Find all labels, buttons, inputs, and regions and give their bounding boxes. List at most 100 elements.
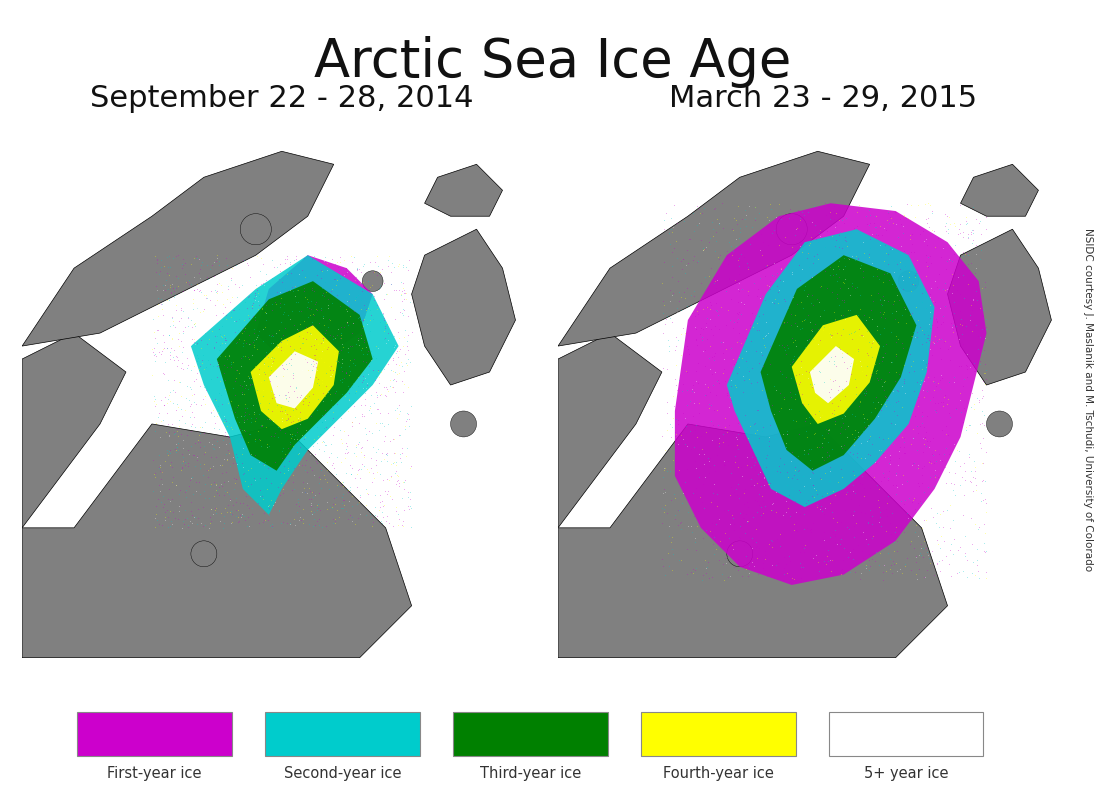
Point [813,450,831,463]
Point [902,330,919,342]
Point [188,373,206,386]
Point [215,301,233,314]
Point [669,306,686,319]
Point [744,321,761,334]
Point [714,558,732,570]
Point [349,334,367,346]
Point [759,298,777,311]
Point [956,546,974,559]
Point [779,302,797,314]
Point [882,450,899,463]
Point [233,380,251,393]
Point [895,210,913,222]
Point [699,381,717,394]
Point [222,274,240,286]
Point [235,254,253,267]
Point [856,561,874,574]
Point [897,212,915,225]
Point [278,285,296,298]
Point [954,470,971,483]
Point [941,490,959,503]
Point [895,245,913,258]
Point [812,499,830,512]
Point [732,337,749,350]
Point [296,441,314,454]
Point [701,572,718,585]
Point [377,390,394,402]
Point [211,374,229,387]
Point [164,312,181,325]
Point [170,505,188,518]
Point [841,289,859,302]
Point [693,333,711,346]
Point [832,533,850,546]
Point [373,446,391,459]
Point [918,260,936,273]
Circle shape [362,270,383,291]
Point [657,506,675,519]
Point [317,366,335,379]
Point [389,518,407,531]
Point [938,254,956,267]
Point [695,345,713,358]
Point [252,278,270,290]
Point [325,348,343,361]
Point [878,206,896,219]
Point [789,224,807,237]
Point [727,380,745,393]
Point [165,318,182,331]
Point [349,262,367,275]
Point [915,570,933,583]
Point [334,364,351,377]
Point [895,377,913,390]
Point [349,370,367,383]
Point [893,478,911,490]
Point [304,490,322,503]
Point [180,394,198,406]
Point [235,414,253,427]
Point [338,316,356,329]
Point [760,198,778,210]
Point [669,504,686,517]
Point [917,514,935,526]
Point [869,410,886,423]
Point [859,346,876,359]
Point [861,511,878,524]
Point [699,269,717,282]
Point [964,223,981,236]
Point [154,367,171,380]
Point [246,465,264,478]
Point [706,202,724,214]
Point [715,454,733,467]
Point [832,563,850,576]
Point [737,508,755,521]
Point [831,241,849,254]
Point [278,447,296,460]
Point [747,345,765,358]
Point [853,545,871,558]
Point [290,412,307,425]
Point [208,486,225,499]
Point [339,400,357,413]
Point [190,362,208,375]
Point [232,430,250,443]
Point [669,217,686,230]
Point [242,416,260,429]
Point [302,309,319,322]
Point [693,233,711,246]
Point [687,334,705,346]
Point [303,256,320,269]
Point [146,348,164,361]
Point [782,318,800,331]
Point [925,543,943,556]
Point [688,357,706,370]
Point [867,319,885,332]
Point [274,362,292,374]
Point [874,339,892,352]
Point [161,504,179,517]
Point [400,503,418,516]
Point [208,478,225,490]
Point [887,335,905,348]
Point [357,341,375,354]
Point [312,427,329,440]
